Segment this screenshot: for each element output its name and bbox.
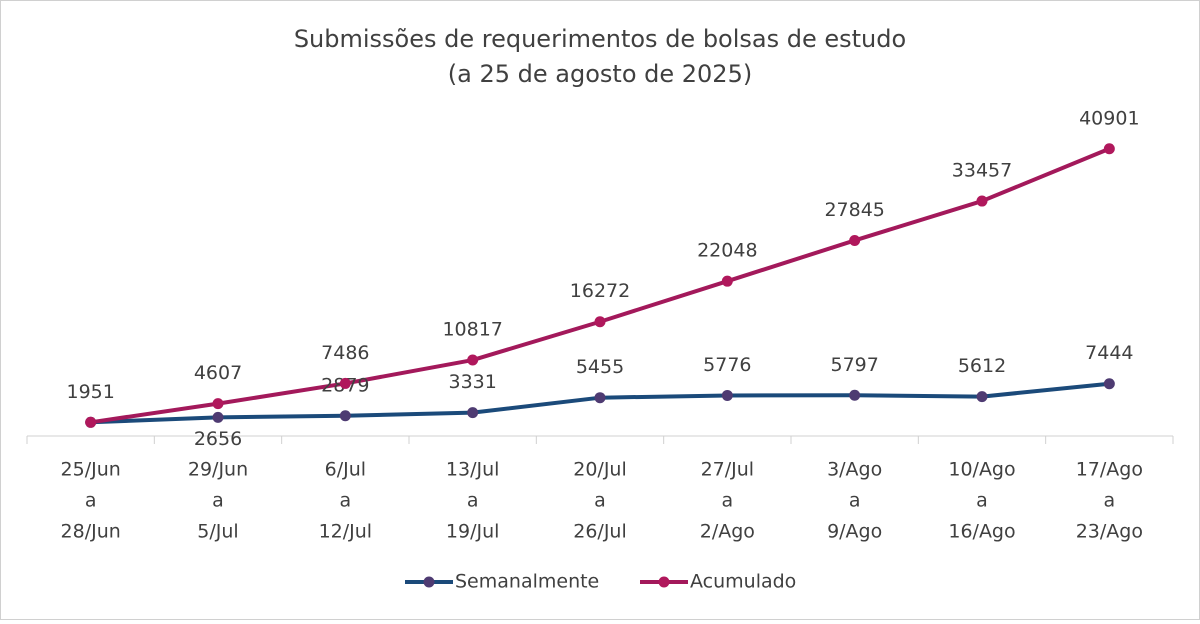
x-tick-label: 28/Jun — [61, 521, 121, 543]
data-label: 2656 — [194, 428, 242, 450]
data-point — [212, 398, 224, 410]
legend-marker — [658, 576, 670, 588]
data-label: 7486 — [321, 342, 369, 364]
data-label: 27845 — [824, 199, 884, 221]
data-label: 5455 — [576, 356, 624, 378]
data-label: 5612 — [958, 355, 1006, 377]
data-label: 40901 — [1079, 107, 1139, 129]
data-point — [467, 407, 479, 419]
x-tick-label: 2/Ago — [700, 521, 755, 543]
x-tick-label: a — [849, 490, 861, 512]
chart-subtitle: (a 25 de agosto de 2025) — [448, 60, 752, 88]
x-tick-label: a — [467, 490, 479, 512]
x-tick-label: 3/Ago — [827, 459, 882, 481]
data-point — [1103, 143, 1115, 155]
data-point — [849, 234, 861, 246]
data-label: 1951 — [66, 381, 114, 403]
legend-label: Acumulado — [690, 571, 796, 593]
x-tick-label: 5/Jul — [197, 521, 238, 543]
data-label: 33457 — [952, 160, 1012, 182]
data-label: 10817 — [442, 319, 502, 341]
x-tick-label: 13/Jul — [446, 459, 500, 481]
x-tick-label: 16/Ago — [948, 521, 1015, 543]
data-point — [594, 316, 606, 328]
x-tick-label: 26/Jul — [573, 521, 627, 543]
x-tick-label: 9/Ago — [827, 521, 882, 543]
x-tick-label: 12/Jul — [319, 521, 373, 543]
data-point — [1103, 378, 1115, 390]
data-point — [976, 391, 988, 403]
x-tick-label: a — [976, 490, 988, 512]
data-label: 22048 — [697, 240, 757, 262]
data-label: 16272 — [570, 280, 630, 302]
x-tick-label: 10/Ago — [948, 459, 1015, 481]
chart-title: Submissões de requerimentos de bolsas de… — [294, 25, 906, 53]
x-tick-label: 19/Jul — [446, 521, 500, 543]
x-tick-label: 6/Jul — [325, 459, 366, 481]
x-tick-label: 23/Ago — [1076, 521, 1143, 543]
x-tick-label: 17/Ago — [1076, 459, 1143, 481]
data-label: 7444 — [1085, 342, 1133, 364]
data-point — [721, 389, 733, 401]
data-label: 5797 — [830, 354, 878, 376]
data-point — [85, 416, 97, 428]
data-label: 4607 — [194, 362, 242, 384]
legend-marker — [423, 576, 435, 588]
data-point — [339, 410, 351, 422]
data-point — [339, 377, 351, 389]
x-tick-label: a — [340, 490, 352, 512]
x-tick-label: 29/Jun — [188, 459, 248, 481]
x-tick-label: a — [722, 490, 734, 512]
data-point — [594, 392, 606, 404]
data-point — [721, 275, 733, 287]
data-label: 3331 — [448, 371, 496, 393]
data-point — [212, 411, 224, 423]
data-label: 5776 — [703, 354, 751, 376]
x-tick-label: a — [1104, 490, 1116, 512]
x-tick-label: a — [594, 490, 606, 512]
x-tick-label: 27/Jul — [701, 459, 755, 481]
data-point — [976, 195, 988, 207]
x-tick-label: a — [212, 490, 224, 512]
data-point — [467, 354, 479, 366]
x-tick-label: a — [85, 490, 97, 512]
x-tick-label: 20/Jul — [573, 459, 627, 481]
data-point — [849, 389, 861, 401]
legend-label: Semanalmente — [455, 571, 599, 593]
x-tick-label: 25/Jun — [61, 459, 121, 481]
